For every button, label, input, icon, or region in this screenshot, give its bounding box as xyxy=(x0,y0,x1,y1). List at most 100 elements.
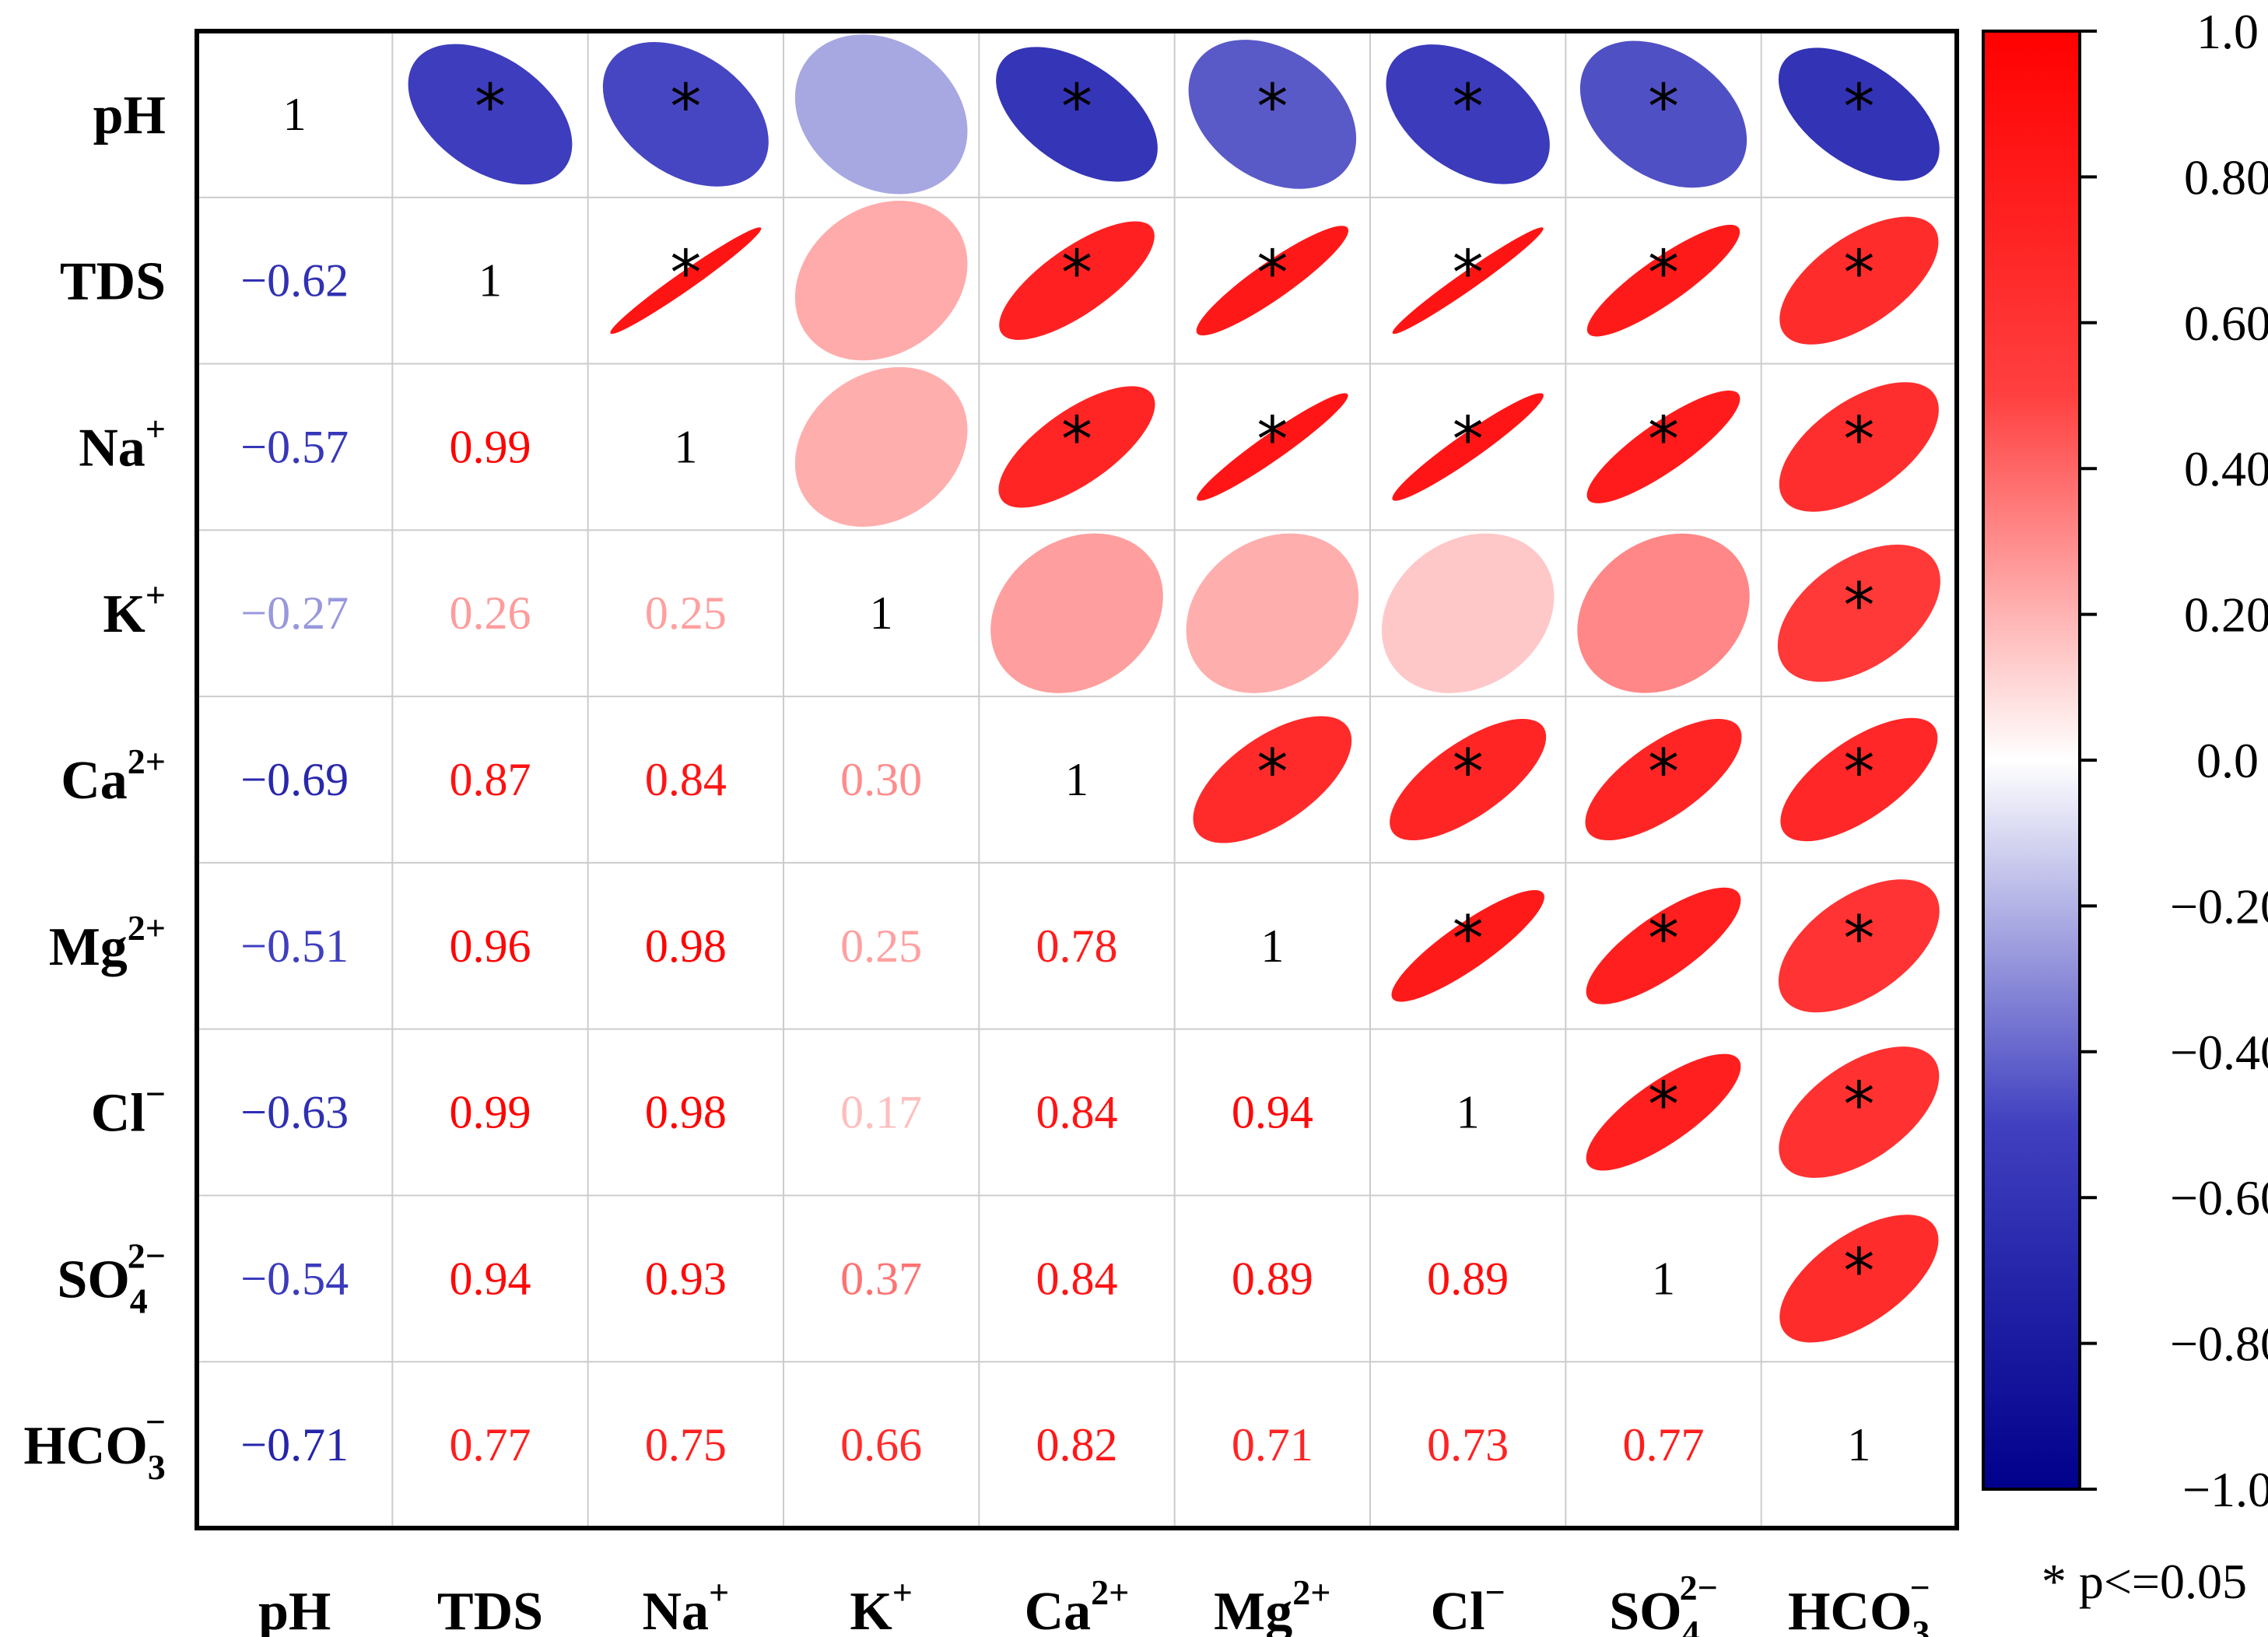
correlation-ellipse xyxy=(1778,47,1940,181)
correlation-value: 0.77 xyxy=(1623,1419,1705,1470)
label-subscript: 4 xyxy=(1682,1613,1700,1637)
label-superscript: + xyxy=(145,575,166,615)
correlation-ellipse xyxy=(1779,216,1939,345)
correlation-ellipse xyxy=(1386,44,1550,184)
correlation-ellipse xyxy=(990,533,1163,693)
correlation-ellipse xyxy=(1197,393,1348,501)
label-base: Na xyxy=(79,418,145,478)
correlation-ellipse xyxy=(1777,545,1940,682)
correlation-ellipse xyxy=(1188,40,1357,189)
row-label: TDS xyxy=(60,252,166,312)
significance-star: * xyxy=(1648,71,1679,143)
significance-star: * xyxy=(1843,237,1874,310)
label-superscript: 2− xyxy=(128,1236,166,1275)
correlation-value: 0.94 xyxy=(1232,1087,1313,1138)
significance-star: * xyxy=(1257,736,1288,808)
correlation-ellipse xyxy=(1586,391,1740,503)
significance-star: * xyxy=(1648,237,1679,310)
diagonal-value: 1 xyxy=(870,587,893,639)
label-superscript: − xyxy=(145,1402,166,1442)
correlation-value: −0.51 xyxy=(240,920,349,972)
significance-star: * xyxy=(670,237,701,310)
diagonal-value: 1 xyxy=(674,421,697,472)
significance-star: * xyxy=(1648,903,1679,975)
label-base: HCO xyxy=(1788,1582,1912,1637)
correlation-ellipse xyxy=(794,201,968,361)
correlation-value: 0.89 xyxy=(1427,1253,1509,1304)
label-base: K xyxy=(103,584,145,644)
significance-star: * xyxy=(670,71,701,143)
label-superscript: − xyxy=(1485,1572,1506,1612)
label-superscript: − xyxy=(145,1074,166,1114)
column-label: Mg2+ xyxy=(1214,1572,1330,1637)
significance-star: * xyxy=(1453,237,1484,310)
significance-star: * xyxy=(1257,403,1288,475)
correlation-ellipse xyxy=(1391,889,1544,1002)
colorbar-tick-label: 0.20 xyxy=(2184,587,2268,643)
significance-note: * p<=0.05 xyxy=(2042,1554,2247,1609)
correlation-ellipse xyxy=(1390,718,1547,841)
correlation-ellipse xyxy=(1586,1053,1741,1171)
correlation-value: 0.87 xyxy=(450,754,531,805)
column-label: Cl− xyxy=(1431,1572,1506,1637)
diagonal-value: 1 xyxy=(1260,920,1284,972)
colorbar-tick-label: 0.40 xyxy=(2184,441,2268,496)
correlation-ellipse xyxy=(996,47,1158,182)
label-subscript: 3 xyxy=(1912,1613,1930,1637)
correlation-ellipse xyxy=(1779,1046,1940,1178)
significance-star: * xyxy=(1843,71,1874,143)
correlation-value: 0.77 xyxy=(450,1419,531,1470)
correlation-ellipse xyxy=(1186,533,1359,693)
colorbar-tick-label: 1.0 xyxy=(2196,4,2259,59)
correlation-ellipse xyxy=(610,227,762,335)
label-base: Cl xyxy=(1431,1582,1485,1637)
diagonal-value: 1 xyxy=(478,255,502,307)
significance-star: * xyxy=(1257,71,1288,143)
label-superscript: 2+ xyxy=(128,741,166,781)
significance-star: * xyxy=(1061,403,1092,475)
row-label: pH xyxy=(93,86,166,145)
correlation-ellipse xyxy=(1779,382,1939,512)
correlation-ellipse xyxy=(1586,887,1741,1004)
plot-frame xyxy=(195,29,1959,1530)
label-subscript: 4 xyxy=(130,1281,148,1320)
significance-star: * xyxy=(1648,1069,1679,1141)
correlation-ellipse xyxy=(1196,226,1349,336)
correlation-ellipse xyxy=(1577,533,1750,693)
correlation-ellipse xyxy=(1579,40,1747,188)
correlation-value: 0.94 xyxy=(450,1253,531,1304)
column-label: HCO3 − xyxy=(1788,1568,1930,1637)
significance-star: * xyxy=(475,71,506,143)
correlation-ellipse xyxy=(1381,533,1555,693)
correlation-value: 0.37 xyxy=(840,1253,922,1304)
correlation-ellipse xyxy=(794,34,968,195)
significance-star: * xyxy=(1453,903,1484,975)
significance-star: * xyxy=(1453,736,1484,808)
label-base: pH xyxy=(93,86,166,145)
significance-star: * xyxy=(1843,570,1874,642)
label-base: TDS xyxy=(437,1582,543,1637)
correlation-ellipse xyxy=(1193,716,1352,843)
correlation-ellipse xyxy=(999,221,1155,340)
label-base: Na xyxy=(642,1582,709,1637)
correlation-value: −0.54 xyxy=(240,1253,349,1304)
colorbar-tick-label: −0.40 xyxy=(2170,1025,2268,1080)
correlation-value: −0.27 xyxy=(240,587,349,639)
significance-star: * xyxy=(1843,403,1874,475)
column-label: Ca2+ xyxy=(1025,1572,1130,1637)
significance-star: * xyxy=(1843,736,1874,808)
colorbar-tick-label: 0.0 xyxy=(2196,733,2259,788)
column-label: K+ xyxy=(850,1572,913,1637)
correlation-ellipse xyxy=(1779,1215,1939,1343)
diagonal-value: 1 xyxy=(1456,1087,1480,1138)
correlation-ellipse xyxy=(794,366,968,528)
label-base: Mg xyxy=(49,917,128,977)
label-base: SO xyxy=(57,1250,129,1309)
correlation-value: 0.78 xyxy=(1036,920,1118,972)
label-base: Ca xyxy=(61,751,128,811)
correlation-value: 0.66 xyxy=(840,1419,922,1470)
correlation-ellipse xyxy=(602,42,769,187)
colorbar-tick-label: 0.60 xyxy=(2184,296,2268,351)
significance-star: * xyxy=(1843,1235,1874,1307)
colorbar-tick-label: −0.60 xyxy=(2170,1170,2268,1225)
